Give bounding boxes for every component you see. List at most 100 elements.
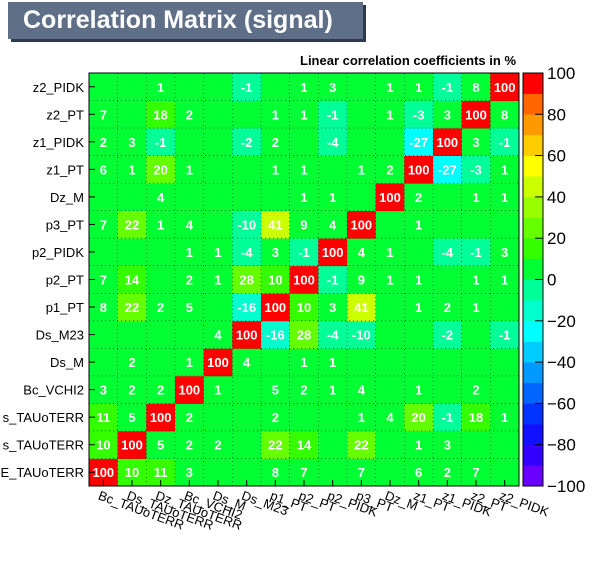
cell-value-label: 9: [300, 217, 307, 232]
heatmap-cell: [490, 375, 520, 404]
cell-value-label: -10: [352, 328, 371, 343]
cell-value-label: -1: [442, 80, 454, 95]
heatmap-cell: [232, 210, 262, 239]
cell-value-label: 20: [153, 162, 167, 177]
cell-value-label: -4: [442, 245, 454, 260]
heatmap-cell: [433, 155, 463, 184]
cell-value-label: -4: [327, 328, 339, 343]
heatmap-cell: [175, 403, 205, 432]
cell-value-label: 1: [386, 245, 393, 260]
cell-value-label: -27: [438, 162, 457, 177]
heatmap-cell: [117, 293, 147, 322]
heatmap-cell: [117, 73, 147, 101]
heatmap-cell: [203, 238, 233, 267]
heatmap-cell: [232, 100, 262, 129]
cell-value-label: 1: [300, 107, 307, 122]
heatmap-cell: [289, 155, 319, 184]
heatmap-cell: [289, 348, 319, 377]
cell-value-label: -1: [298, 245, 310, 260]
heatmap-cell: [433, 73, 463, 101]
heatmap-cell: [175, 210, 205, 239]
heatmap-cell: [461, 348, 491, 377]
cell-value-label: 2: [157, 383, 164, 398]
heatmap-cell: [203, 403, 233, 432]
color-scale-tick-label: −20: [547, 312, 576, 331]
cell-value-label: -16: [237, 300, 256, 315]
heatmap-cell: [203, 73, 233, 101]
heatmap-cell: [146, 73, 176, 101]
row-label: z2_PIDK: [33, 80, 85, 95]
color-scale-bin: [523, 362, 543, 384]
heatmap-cell: [261, 265, 291, 294]
cell-value-label: -1: [155, 135, 167, 150]
cell-value-label: 22: [354, 438, 368, 453]
cell-value-label: 11: [96, 410, 110, 425]
cell-value-label: 3: [272, 245, 279, 260]
heatmap-cell: [261, 320, 291, 349]
cell-value-label: 1: [386, 107, 393, 122]
cell-value-label: 100: [150, 410, 172, 425]
heatmap-cell: [461, 155, 491, 184]
color-scale-bin: [523, 382, 543, 404]
cell-value-label: 100: [207, 355, 229, 370]
heatmap-cell: [490, 348, 520, 377]
color-scale-tick-label: 40: [547, 188, 566, 207]
heatmap-cell: [146, 403, 176, 432]
heatmap-cell: [203, 320, 233, 349]
heatmap-cell: [289, 430, 319, 459]
row-label: z1_PT: [46, 162, 84, 177]
cell-value-label: 3: [186, 465, 193, 480]
heatmap-cell: [117, 128, 147, 156]
heatmap-cells: 100 10 11 3 8 7 7 6 2 710 100 5 2 2 22 14 22 1 311 5 100 2 2 1 4…: [89, 73, 520, 487]
cell-value-label: 100: [408, 162, 430, 177]
heatmap-cell: [146, 348, 176, 377]
heatmap-cell: [318, 430, 348, 459]
cell-value-label: 1: [186, 162, 193, 177]
cell-value-label: 100: [293, 273, 315, 288]
color-scale-bin: [523, 403, 543, 425]
heatmap-cell: [347, 293, 377, 322]
heatmap-cell: [461, 293, 491, 322]
heatmap-cell: [146, 155, 176, 184]
cell-value-label: 7: [100, 107, 107, 122]
cell-value-label: 1: [329, 383, 336, 398]
heatmap-cell: [433, 430, 463, 459]
heatmap-cell: [375, 320, 405, 349]
cell-value-label: 5: [157, 438, 164, 453]
row-label: p2_PIDK: [32, 245, 84, 260]
heatmap-cell: [461, 265, 491, 294]
cell-value-label: -1: [442, 410, 454, 425]
cell-value-label: 41: [268, 217, 282, 232]
cell-value-label: 11: [154, 465, 168, 480]
color-scale-tick-label: 80: [547, 105, 566, 124]
heatmap-cell: [203, 183, 233, 212]
heatmap-cell: [490, 183, 520, 212]
heatmap-cell: [261, 403, 291, 432]
cell-value-label: 1: [501, 410, 508, 425]
cell-value-label: 3: [472, 135, 479, 150]
cell-value-label: 1: [300, 355, 307, 370]
heatmap-cell: [347, 238, 377, 267]
color-scale-bin: [523, 134, 543, 156]
heatmap-cell: [318, 293, 348, 322]
cell-value-label: -1: [499, 135, 511, 150]
heatmap-cell: [433, 210, 463, 239]
cell-value-label: 10: [125, 465, 139, 480]
cell-value-label: 4: [214, 328, 222, 343]
heatmap-cell: [203, 430, 233, 459]
cell-value-label: 100: [350, 217, 372, 232]
cell-value-label: 100: [178, 383, 200, 398]
heatmap-cell: [203, 375, 233, 404]
heatmap-cell: [347, 210, 377, 239]
heatmap-cell: [261, 375, 291, 404]
cell-value-label: 1: [386, 80, 393, 95]
heatmap-cell: [175, 375, 205, 404]
heatmap-cell: [289, 265, 319, 294]
heatmap-cell: [289, 375, 319, 404]
cell-value-label: 100: [121, 438, 143, 453]
heatmap-cell: [261, 210, 291, 239]
heatmap-cell: [203, 348, 233, 377]
heatmap-cell: [146, 238, 176, 267]
heatmap-cell: [347, 375, 377, 404]
heatmap-cell: [232, 155, 262, 184]
